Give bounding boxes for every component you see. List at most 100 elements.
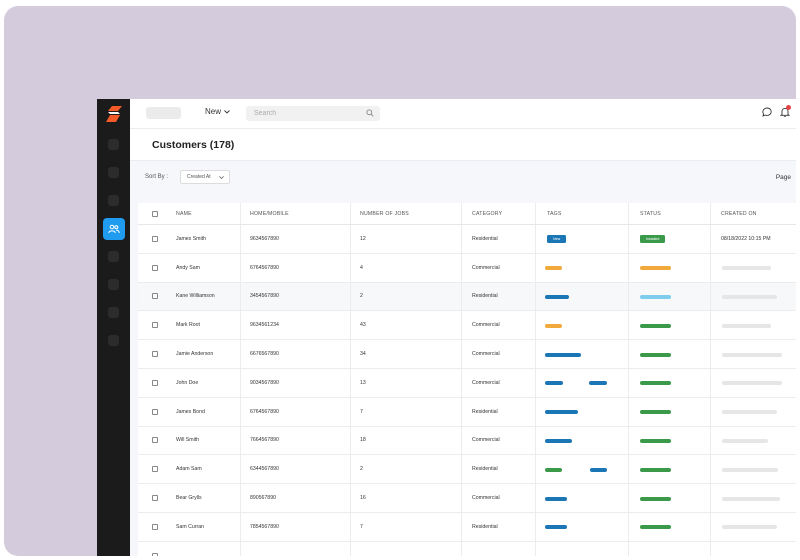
tag-placeholder [545,438,572,443]
row-checkbox[interactable] [152,513,158,541]
created-placeholder [722,467,778,472]
row-checkbox[interactable] [152,427,158,455]
status-placeholder [640,294,671,299]
table-row[interactable]: Mark Root 9634561234 43 Commercial [138,311,796,341]
sidebar-item-1[interactable] [108,139,119,150]
table-row[interactable]: James Bond 6764567890 7 Residential [138,397,796,427]
column-header[interactable]: NAME [176,210,192,217]
tag-placeholder [545,410,578,415]
customer-jobs: 2 [360,466,363,473]
sidebar-item-5[interactable] [108,251,119,262]
customer-jobs: 7 [360,523,363,530]
table-row[interactable]: Jamie Anderson 6676567890 34 Commercial [138,340,796,369]
users-icon [108,224,120,234]
table-row[interactable]: James Smith 9634567890 12 Residential Ne… [138,225,796,254]
status-placeholder [640,381,671,386]
column-header[interactable]: CATEGORY [472,210,503,217]
sidebar-item-6[interactable] [108,279,119,290]
customer-phone: 9634567890 [250,235,279,242]
row-checkbox[interactable] [152,225,158,253]
row-checkbox[interactable] [152,283,158,311]
column-header[interactable]: TAGS [547,210,562,217]
created-placeholder [722,323,771,328]
customer-name: John Doe [176,379,199,386]
status-badge: Installed [640,234,666,243]
bell-icon[interactable] [780,107,790,117]
customer-phone: 6676567890 [250,351,279,358]
column-header[interactable]: CREATED ON [721,210,757,217]
status-placeholder [640,496,671,501]
row-checkbox[interactable] [152,340,158,368]
table-row[interactable] [138,541,796,556]
customer-name: Adam Sam [176,466,202,473]
table-header-row: NAME HOME/MOBILE NUMBER OF JOBS CATEGORY… [138,203,796,225]
customer-jobs: 4 [360,264,363,271]
row-checkbox[interactable] [152,455,158,483]
status-placeholder [640,323,671,328]
sort-select[interactable]: Created At [180,170,230,184]
sidebar-item-7[interactable] [108,307,119,318]
row-checkbox[interactable] [152,254,158,282]
status-cell: Installed [640,225,666,253]
customer-name: James Bond [176,408,205,415]
top-bar: New [130,99,796,129]
created-placeholder [722,294,777,299]
table-row[interactable]: Adam Sam 6344567890 2 Residential [138,455,796,485]
table-row[interactable]: Sam Curran 7854567890 7 Residential [138,512,796,542]
customer-phone: 890567890 [250,495,276,502]
customer-phone: 6764567890 [250,264,279,271]
customer-name: Kane Williamson [176,293,215,300]
row-checkbox[interactable] [152,369,158,397]
select-all-checkbox[interactable] [152,203,158,224]
chat-icon[interactable] [762,107,772,117]
sidebar-item-3[interactable] [108,195,119,206]
screenshot-frame: New Customers (178) Sort By : Created At… [4,6,796,556]
created-on: 08/18/2022 10:15 PM [721,235,771,242]
row-checkbox[interactable] [152,542,158,556]
sidebar-item-8[interactable] [108,335,119,346]
table-container: NAME HOME/MOBILE NUMBER OF JOBS CATEGORY… [130,197,796,556]
row-checkbox[interactable] [152,311,158,339]
search-input[interactable] [246,106,380,121]
status-placeholder [640,352,671,357]
notification-badge [786,105,791,110]
table-row[interactable]: Andy Sam 6764567890 4 Commercial [138,253,796,283]
row-checkbox[interactable] [152,398,158,426]
table-row[interactable]: Will Smith 7664567890 18 Commercial [138,426,796,456]
sidebar-item-customers[interactable] [103,218,125,240]
table-row[interactable]: John Doe 9034567890 13 Commercial [138,368,796,398]
customer-category: Commercial [472,264,500,271]
tag-placeholder [545,496,567,501]
customer-phone: 3454567890 [250,293,279,300]
search-icon[interactable] [366,109,374,117]
customer-jobs: 18 [360,437,366,444]
row-checkbox[interactable] [152,484,158,512]
table-row[interactable]: Bear Grylls 890567890 16 Commercial [138,484,796,513]
chevron-down-icon [218,175,224,179]
column-header[interactable]: STATUS [640,210,661,217]
column-header[interactable]: HOME/MOBILE [250,210,289,217]
customer-category: Commercial [472,379,500,386]
customer-jobs: 43 [360,322,366,329]
table-row[interactable]: Kane Williamson 3454567890 2 Residential [138,282,796,312]
created-placeholder [722,381,782,386]
app-window: New Customers (178) Sort By : Created At… [97,99,796,556]
created-placeholder [722,496,780,501]
column-header[interactable]: NUMBER OF JOBS [360,210,409,217]
new-button[interactable]: New [205,107,230,116]
customer-category: Residential [472,235,498,242]
customer-category: Commercial [472,351,500,358]
tag-placeholder [545,467,562,472]
tag-placeholder [589,381,607,386]
sidebar [97,99,130,556]
customer-jobs: 13 [360,379,366,386]
new-button-label: New [205,107,222,116]
customer-category: Commercial [472,437,500,444]
toolbar: Sort By : Created At Page [130,161,796,197]
status-placeholder [640,467,671,472]
customer-category: Residential [472,523,498,530]
page-title: Customers (178) [152,139,235,151]
sort-select-value: Created At [187,174,211,180]
top-placeholder [146,107,181,119]
sidebar-item-2[interactable] [108,167,119,178]
